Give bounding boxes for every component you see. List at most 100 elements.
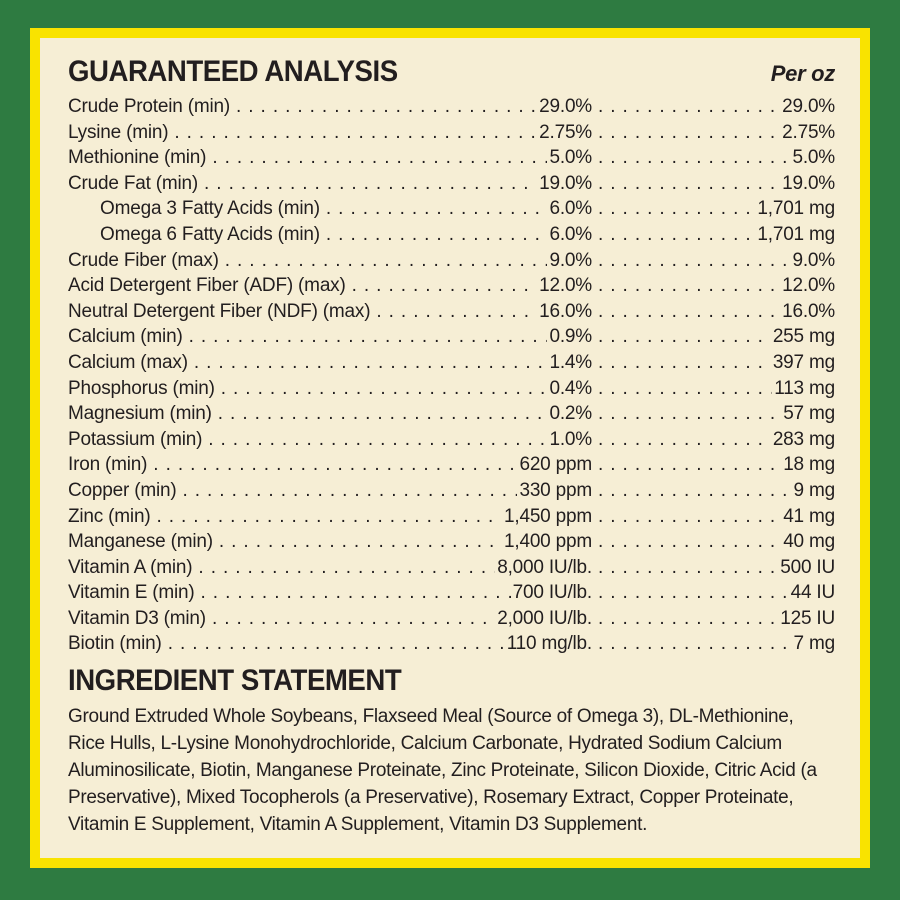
nutrient-per-oz: 255 mg	[772, 326, 835, 348]
dot-leader	[221, 376, 548, 402]
ingredient-statement-text: Ground Extruded Whole Soybeans, Flaxseed…	[68, 706, 817, 836]
per-oz-group: 44 IU	[592, 580, 836, 606]
nutrient-per-oz: 1,701 mg	[757, 198, 835, 220]
nutrient-per-oz: 113 mg	[774, 377, 835, 399]
per-oz-group: 16.0%	[592, 299, 835, 325]
dot-leader	[225, 248, 548, 274]
dot-leader	[326, 196, 548, 222]
per-oz-group: 2.75%	[592, 120, 835, 146]
per-oz-group: 57 mg	[592, 401, 835, 427]
dot-leader	[194, 350, 548, 376]
analysis-row: Crude Fiber (max) 9.0% 9.0%	[68, 248, 835, 274]
dot-leader	[598, 350, 771, 376]
nutrient-per-oz: 57 mg	[783, 403, 835, 425]
nutrient-label: Magnesium (min)	[68, 403, 212, 425]
nutrient-amount: 1,400 ppm	[504, 531, 592, 553]
nutrient-label: Potassium (min)	[68, 428, 203, 450]
dot-leader	[376, 299, 537, 325]
dot-leader	[156, 504, 502, 530]
dot-leader	[598, 427, 771, 453]
nutrient-per-oz: 2.75%	[782, 121, 835, 143]
nutrient-per-oz: 18 mg	[783, 454, 835, 476]
dot-leader	[201, 580, 511, 606]
nutrient-label: Omega 6 Fatty Acids (min)	[100, 223, 320, 245]
nutrient-label: Calcium (min)	[68, 326, 183, 348]
nutrient-amount: 1.0%	[549, 428, 592, 450]
analysis-row: Calcium (max) 1.4% 397 mg	[68, 350, 835, 376]
nutrient-per-oz: 40 mg	[783, 531, 835, 553]
nutrient-amount: 8,000 IU/lb.	[497, 556, 592, 578]
nutrient-amount: 1,450 ppm	[504, 505, 592, 527]
per-oz-group: 5.0%	[592, 145, 835, 171]
per-oz-group: 113 mg	[592, 376, 835, 402]
analysis-row: Vitamin D3 (min) 2,000 IU/lb. 125 IU	[68, 606, 835, 632]
per-oz-group: 40 mg	[592, 529, 835, 555]
nutrient-amount: 12.0%	[539, 275, 592, 297]
analysis-row: Acid Detergent Fiber (ADF) (max) 12.0% 1…	[68, 273, 835, 299]
per-oz-group: 255 mg	[592, 324, 835, 350]
nutrient-amount: 0.9%	[549, 326, 592, 348]
per-oz-group: 19.0%	[592, 171, 835, 197]
dot-leader	[168, 631, 505, 657]
guaranteed-analysis-title: GUARANTEED ANALYSIS	[68, 55, 398, 88]
analysis-row: Magnesium (min) 0.2% 57 mg	[68, 401, 835, 427]
nutrient-amount: 5.0%	[549, 147, 592, 169]
analysis-row: Methionine (min) 5.0% 5.0%	[68, 145, 835, 171]
dot-leader	[598, 222, 755, 248]
nutrient-label: Vitamin A (min)	[68, 556, 193, 578]
nutrient-label: Biotin (min)	[68, 633, 162, 655]
nutrient-per-oz: 29.0%	[782, 96, 835, 117]
dot-leader	[598, 273, 780, 299]
dot-leader	[182, 478, 517, 504]
dot-leader	[598, 504, 781, 530]
analysis-row: Calcium (min) 0.9% 255 mg	[68, 324, 835, 350]
nutrient-per-oz: 9.0%	[792, 249, 835, 271]
dot-leader	[598, 606, 778, 632]
nutrient-amount: 9.0%	[549, 249, 592, 271]
nutrient-amount: 6.0%	[549, 223, 592, 245]
analysis-row: Manganese (min) 1,400 ppm 40 mg	[68, 529, 835, 555]
analysis-row: Phosphorus (min) 0.4% 113 mg	[68, 376, 835, 402]
nutrient-per-oz: 16.0%	[782, 300, 835, 322]
dot-leader	[198, 555, 495, 581]
guaranteed-analysis-header: GUARANTEED ANALYSIS Per oz	[68, 56, 835, 88]
analysis-row: Omega 6 Fatty Acids (min) 6.0% 1,701 mg	[68, 222, 835, 248]
analysis-row: Potassium (min) 1.0% 283 mg	[68, 427, 835, 453]
nutrient-amount: 1.4%	[549, 351, 592, 373]
nutrient-label: Neutral Detergent Fiber (NDF) (max)	[68, 300, 371, 322]
dot-leader	[212, 145, 547, 171]
nutrient-amount: 700 IU/lb.	[512, 582, 593, 604]
per-oz-group: 18 mg	[592, 452, 835, 478]
nutrient-amount: 2,000 IU/lb.	[497, 607, 592, 629]
nutrient-amount: 0.2%	[549, 403, 592, 425]
per-oz-group: 1,701 mg	[592, 222, 835, 248]
nutrient-label: Calcium (max)	[68, 351, 188, 373]
per-oz-group: 283 mg	[592, 427, 835, 453]
dot-leader	[598, 299, 780, 325]
dot-leader	[174, 120, 537, 146]
nutrient-label: Phosphorus (min)	[68, 377, 215, 399]
dot-leader	[598, 631, 792, 657]
dot-leader	[598, 196, 755, 222]
nutrient-amount: 330 ppm	[519, 479, 592, 501]
nutrient-label: Crude Protein (min)	[68, 96, 230, 117]
dot-leader	[204, 171, 537, 197]
nutrient-amount: 19.0%	[539, 172, 592, 194]
nutrient-label: Lysine (min)	[68, 121, 169, 143]
per-oz-group: 1,701 mg	[592, 196, 835, 222]
nutrient-label: Iron (min)	[68, 454, 148, 476]
dot-leader	[236, 94, 537, 120]
per-oz-group: 7 mg	[592, 631, 836, 657]
dot-leader	[598, 529, 781, 555]
nutrient-per-oz: 9 mg	[793, 479, 836, 501]
analysis-row: Vitamin E (min) 700 IU/lb. 44 IU	[68, 580, 835, 606]
dot-leader	[189, 324, 548, 350]
dot-leader	[598, 580, 789, 606]
nutrient-per-oz: 125 IU	[780, 607, 835, 629]
nutrient-amount: 0.4%	[549, 377, 592, 399]
nutrient-per-oz: 44 IU	[790, 582, 836, 604]
per-oz-group: 500 IU	[592, 555, 835, 581]
analysis-row: Copper (min) 330 ppm 9 mg	[68, 478, 835, 504]
nutrient-per-oz: 7 mg	[793, 633, 836, 655]
